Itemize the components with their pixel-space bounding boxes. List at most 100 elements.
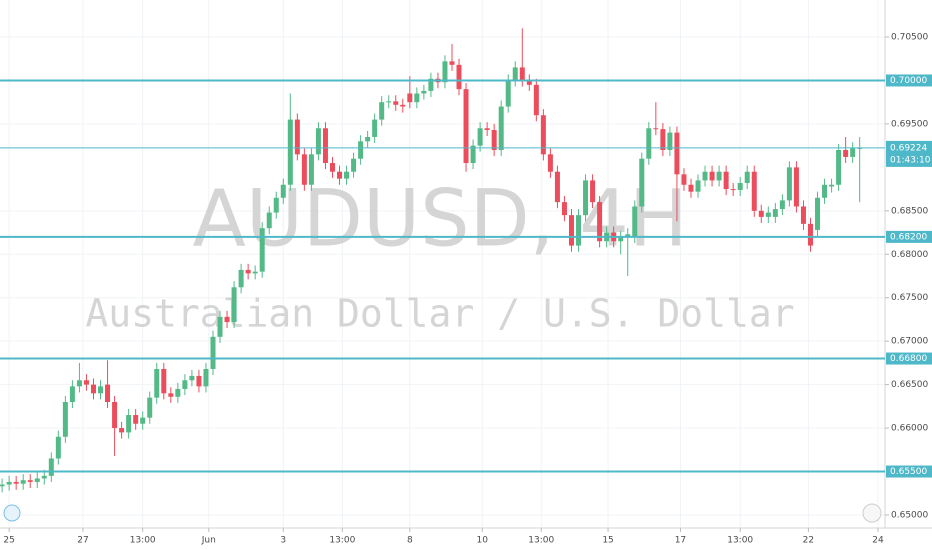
x-tick-label: 8 xyxy=(407,536,413,546)
candle-body xyxy=(716,171,722,181)
candle-body xyxy=(41,475,47,479)
y-tick-label: 0.66000 xyxy=(891,424,928,434)
candle-body xyxy=(625,234,631,237)
candle-body xyxy=(702,171,708,181)
candle-body xyxy=(69,386,75,402)
candle-body xyxy=(568,215,574,246)
watermark-subtitle: Australian Dollar / U.S. Dollar xyxy=(85,292,794,336)
candle-body xyxy=(34,478,40,482)
candle-body xyxy=(484,128,490,131)
x-tick-label: 24 xyxy=(872,536,884,546)
candle-body xyxy=(301,154,307,185)
candle-body xyxy=(477,128,483,146)
level-label-box xyxy=(886,74,932,87)
candle-body xyxy=(119,428,125,433)
level-label-box xyxy=(886,465,932,478)
candle-body xyxy=(189,375,195,381)
candle-body xyxy=(618,236,624,242)
candle-body xyxy=(245,269,251,274)
candle-body xyxy=(379,102,385,120)
candle-body xyxy=(393,101,399,105)
candle-body xyxy=(800,206,806,224)
candle-body xyxy=(252,271,258,274)
candle-body xyxy=(561,202,567,216)
candle-body xyxy=(709,171,715,181)
candle-body xyxy=(681,174,687,185)
y-tick-label: 0.66500 xyxy=(891,380,928,390)
candle-body xyxy=(779,200,785,210)
y-tick-label: 0.70500 xyxy=(891,33,928,43)
candle-body xyxy=(224,316,230,323)
last-price-label: 0.69224 xyxy=(890,143,927,153)
x-tick-label: 22 xyxy=(803,536,814,546)
level-label: 0.70000 xyxy=(890,76,927,86)
candle-body xyxy=(175,388,181,397)
candle-body xyxy=(772,209,778,217)
candle-body xyxy=(161,368,167,394)
candle-body xyxy=(554,171,560,203)
candle-body xyxy=(576,215,582,246)
candle-body xyxy=(203,368,209,387)
settings-icon[interactable] xyxy=(862,503,882,523)
watermark-title: AUDUSD, 4H xyxy=(192,174,687,264)
x-tick-label: 13:00 xyxy=(528,536,554,546)
candle-body xyxy=(90,384,96,394)
candle-body xyxy=(730,189,736,191)
candle-body xyxy=(463,89,469,164)
candle-body xyxy=(217,316,223,337)
last-price-box xyxy=(886,140,932,167)
y-tick-label: 0.69500 xyxy=(891,119,928,129)
candle-body xyxy=(210,336,216,369)
candle-body xyxy=(639,158,645,207)
candle-body xyxy=(519,67,525,81)
candle-body xyxy=(428,78,434,91)
y-tick-label: 0.67000 xyxy=(891,337,928,347)
level-label: 0.68200 xyxy=(890,232,927,242)
candle-body xyxy=(815,197,821,230)
candle-body xyxy=(660,129,666,150)
candle-body xyxy=(695,180,701,192)
candle-body xyxy=(533,84,539,116)
candle-body xyxy=(27,480,33,482)
level-label: 0.66800 xyxy=(890,354,927,364)
candle-body xyxy=(20,480,26,484)
candle-body xyxy=(470,145,476,164)
y-tick-label: 0.65000 xyxy=(891,510,928,520)
candle-body xyxy=(850,148,856,157)
candle-body xyxy=(168,393,174,397)
candle-body xyxy=(765,212,771,217)
candle-body xyxy=(315,128,321,155)
x-tick-label: 13:00 xyxy=(329,536,355,546)
candle-body xyxy=(442,61,448,83)
candle-body xyxy=(259,228,265,272)
candle-body xyxy=(540,115,546,155)
candle-body xyxy=(154,368,160,398)
candle-body xyxy=(632,206,638,237)
candle-body xyxy=(744,171,750,184)
candle-body xyxy=(646,128,652,159)
candle-body xyxy=(112,401,118,429)
candle-body xyxy=(344,171,350,179)
x-tick-label: 17 xyxy=(675,536,686,546)
candle-body xyxy=(337,171,343,179)
candle-body xyxy=(491,130,497,150)
candle-body xyxy=(147,397,153,418)
candle-body xyxy=(98,386,104,394)
candle-body xyxy=(329,163,335,172)
logo[interactable] xyxy=(3,504,21,522)
candle-body xyxy=(358,141,364,159)
candle-body xyxy=(512,67,518,81)
candle-body xyxy=(140,417,146,424)
candle-body xyxy=(365,136,371,142)
x-tick-label: 3 xyxy=(280,536,286,546)
candle-body xyxy=(723,171,729,190)
x-tick-label: Jun xyxy=(201,536,216,546)
candle-body xyxy=(456,64,462,90)
candle-body xyxy=(126,415,132,433)
level-label-box xyxy=(886,230,932,243)
candle-body xyxy=(449,61,455,65)
candle-body xyxy=(62,401,68,437)
candle-body xyxy=(667,132,673,150)
candle-body xyxy=(807,223,813,246)
